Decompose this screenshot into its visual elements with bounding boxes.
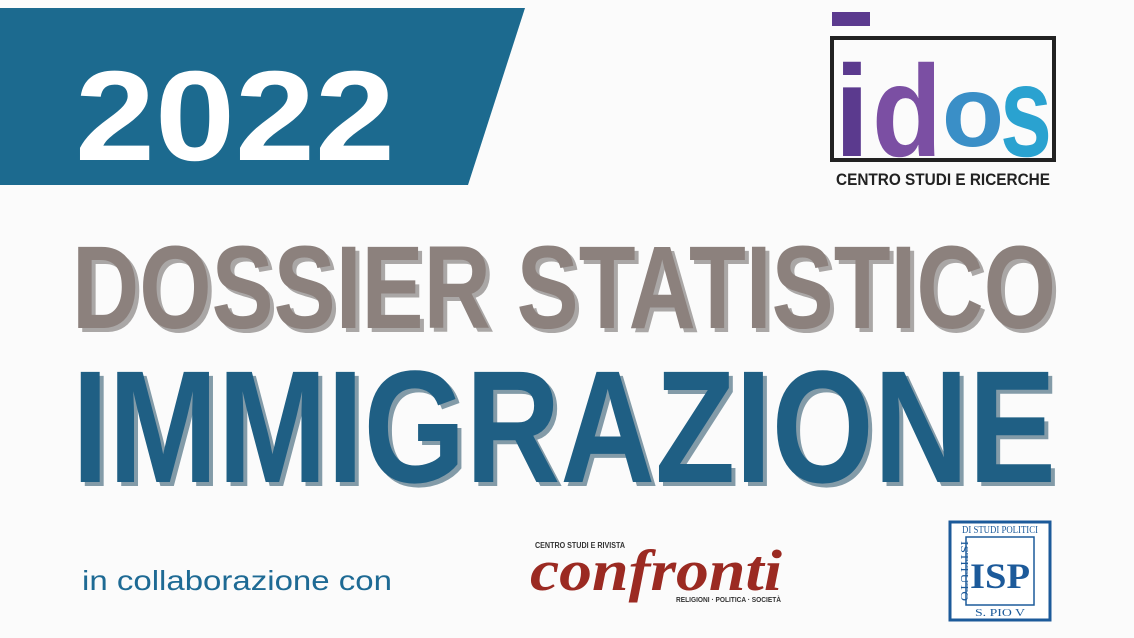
- isp-ring-bottom: S. PIO V: [975, 608, 1026, 619]
- year: 2022: [75, 45, 395, 188]
- confronti-name: confronti: [530, 538, 782, 603]
- logo-letter: s: [1000, 38, 1052, 184]
- isp-ring-left: ISTITUTO: [958, 541, 969, 601]
- logo-letter: i: [834, 38, 870, 184]
- logo-letter: d: [872, 38, 942, 184]
- confronti-kicker: CENTRO STUDI E RIVISTA: [535, 541, 625, 550]
- logo-subtitle: CENTRO STUDI E RICERCHE: [836, 170, 1050, 189]
- title-line1: DOSSIER STATISTICO: [72, 222, 1056, 354]
- title-shadow: IMMIGRAZIONE: [76, 341, 1060, 520]
- isp-inner-frame: [965, 536, 1035, 606]
- collaboration-text: in collaborazione con: [82, 565, 392, 596]
- year-banner: [0, 8, 525, 185]
- title-shadow: DOSSIER STATISTICO: [76, 226, 1060, 358]
- logo-dot: [832, 12, 870, 26]
- isp-ring-top: DI STUDI POLITICI: [962, 525, 1038, 536]
- logo-letter: o: [942, 56, 1004, 168]
- isp-mark: ISP: [970, 556, 1030, 596]
- confronti-tagline: RELIGIONI · POLITICA · SOCIETÀ: [676, 595, 781, 604]
- title-line2: IMMIGRAZIONE: [72, 337, 1056, 516]
- logo-frame: [830, 36, 1056, 162]
